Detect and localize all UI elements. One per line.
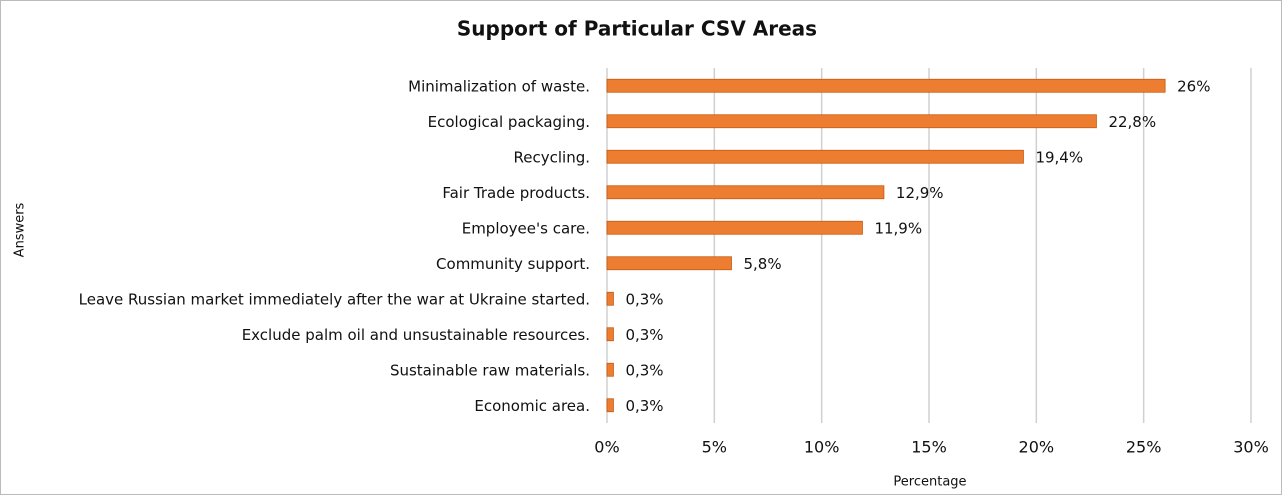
value-label: 12,9%: [896, 184, 944, 202]
value-label: 0,3%: [625, 326, 663, 344]
bar: [606, 220, 863, 235]
x-tick-label: 0%: [594, 438, 619, 457]
x-tick-label: 25%: [1126, 438, 1162, 457]
y-tick-label: Economic area.: [474, 397, 590, 415]
value-label: 0,3%: [625, 397, 663, 415]
y-tick-label: Sustainable raw materials.: [390, 361, 590, 379]
y-tick-label: Employee's care.: [462, 219, 590, 237]
chart-title: Support of Particular CSV Areas: [457, 17, 817, 41]
y-tick-label: Ecological packaging.: [428, 113, 590, 131]
bar: [606, 149, 1024, 164]
y-tick-label: Community support.: [436, 255, 590, 273]
x-tick-label: 10%: [804, 438, 840, 457]
y-tick-label: Leave Russian market immediately after t…: [79, 290, 590, 308]
y-tick-label: Recycling.: [514, 148, 590, 166]
x-tick-label: 30%: [1233, 438, 1269, 457]
bar: [606, 291, 614, 306]
bar: [606, 398, 614, 413]
value-label: 11,9%: [874, 219, 922, 237]
bar: [606, 362, 614, 377]
bar: [606, 185, 885, 200]
x-axis-label: Percentage: [893, 475, 966, 490]
value-label: 0,3%: [625, 361, 663, 379]
value-label: 26%: [1177, 77, 1210, 95]
y-tick-label: Fair Trade products.: [442, 184, 590, 202]
y-tick-label: Minimalization of waste.: [408, 77, 590, 95]
value-label: 19,4%: [1035, 148, 1083, 166]
value-label: 22,8%: [1108, 113, 1156, 131]
bar: [606, 114, 1097, 129]
y-tick-label: Exclude palm oil and unsustainable resou…: [242, 326, 590, 344]
y-axis-label: Answers: [13, 202, 28, 257]
value-label: 0,3%: [625, 290, 663, 308]
x-tick-label: 15%: [911, 438, 947, 457]
value-label: 5,8%: [744, 255, 782, 273]
x-tick-label: 20%: [1019, 438, 1055, 457]
x-tick-label: 5%: [702, 438, 727, 457]
bar: [606, 327, 614, 342]
bar: [606, 256, 732, 271]
bar: [606, 78, 1166, 93]
